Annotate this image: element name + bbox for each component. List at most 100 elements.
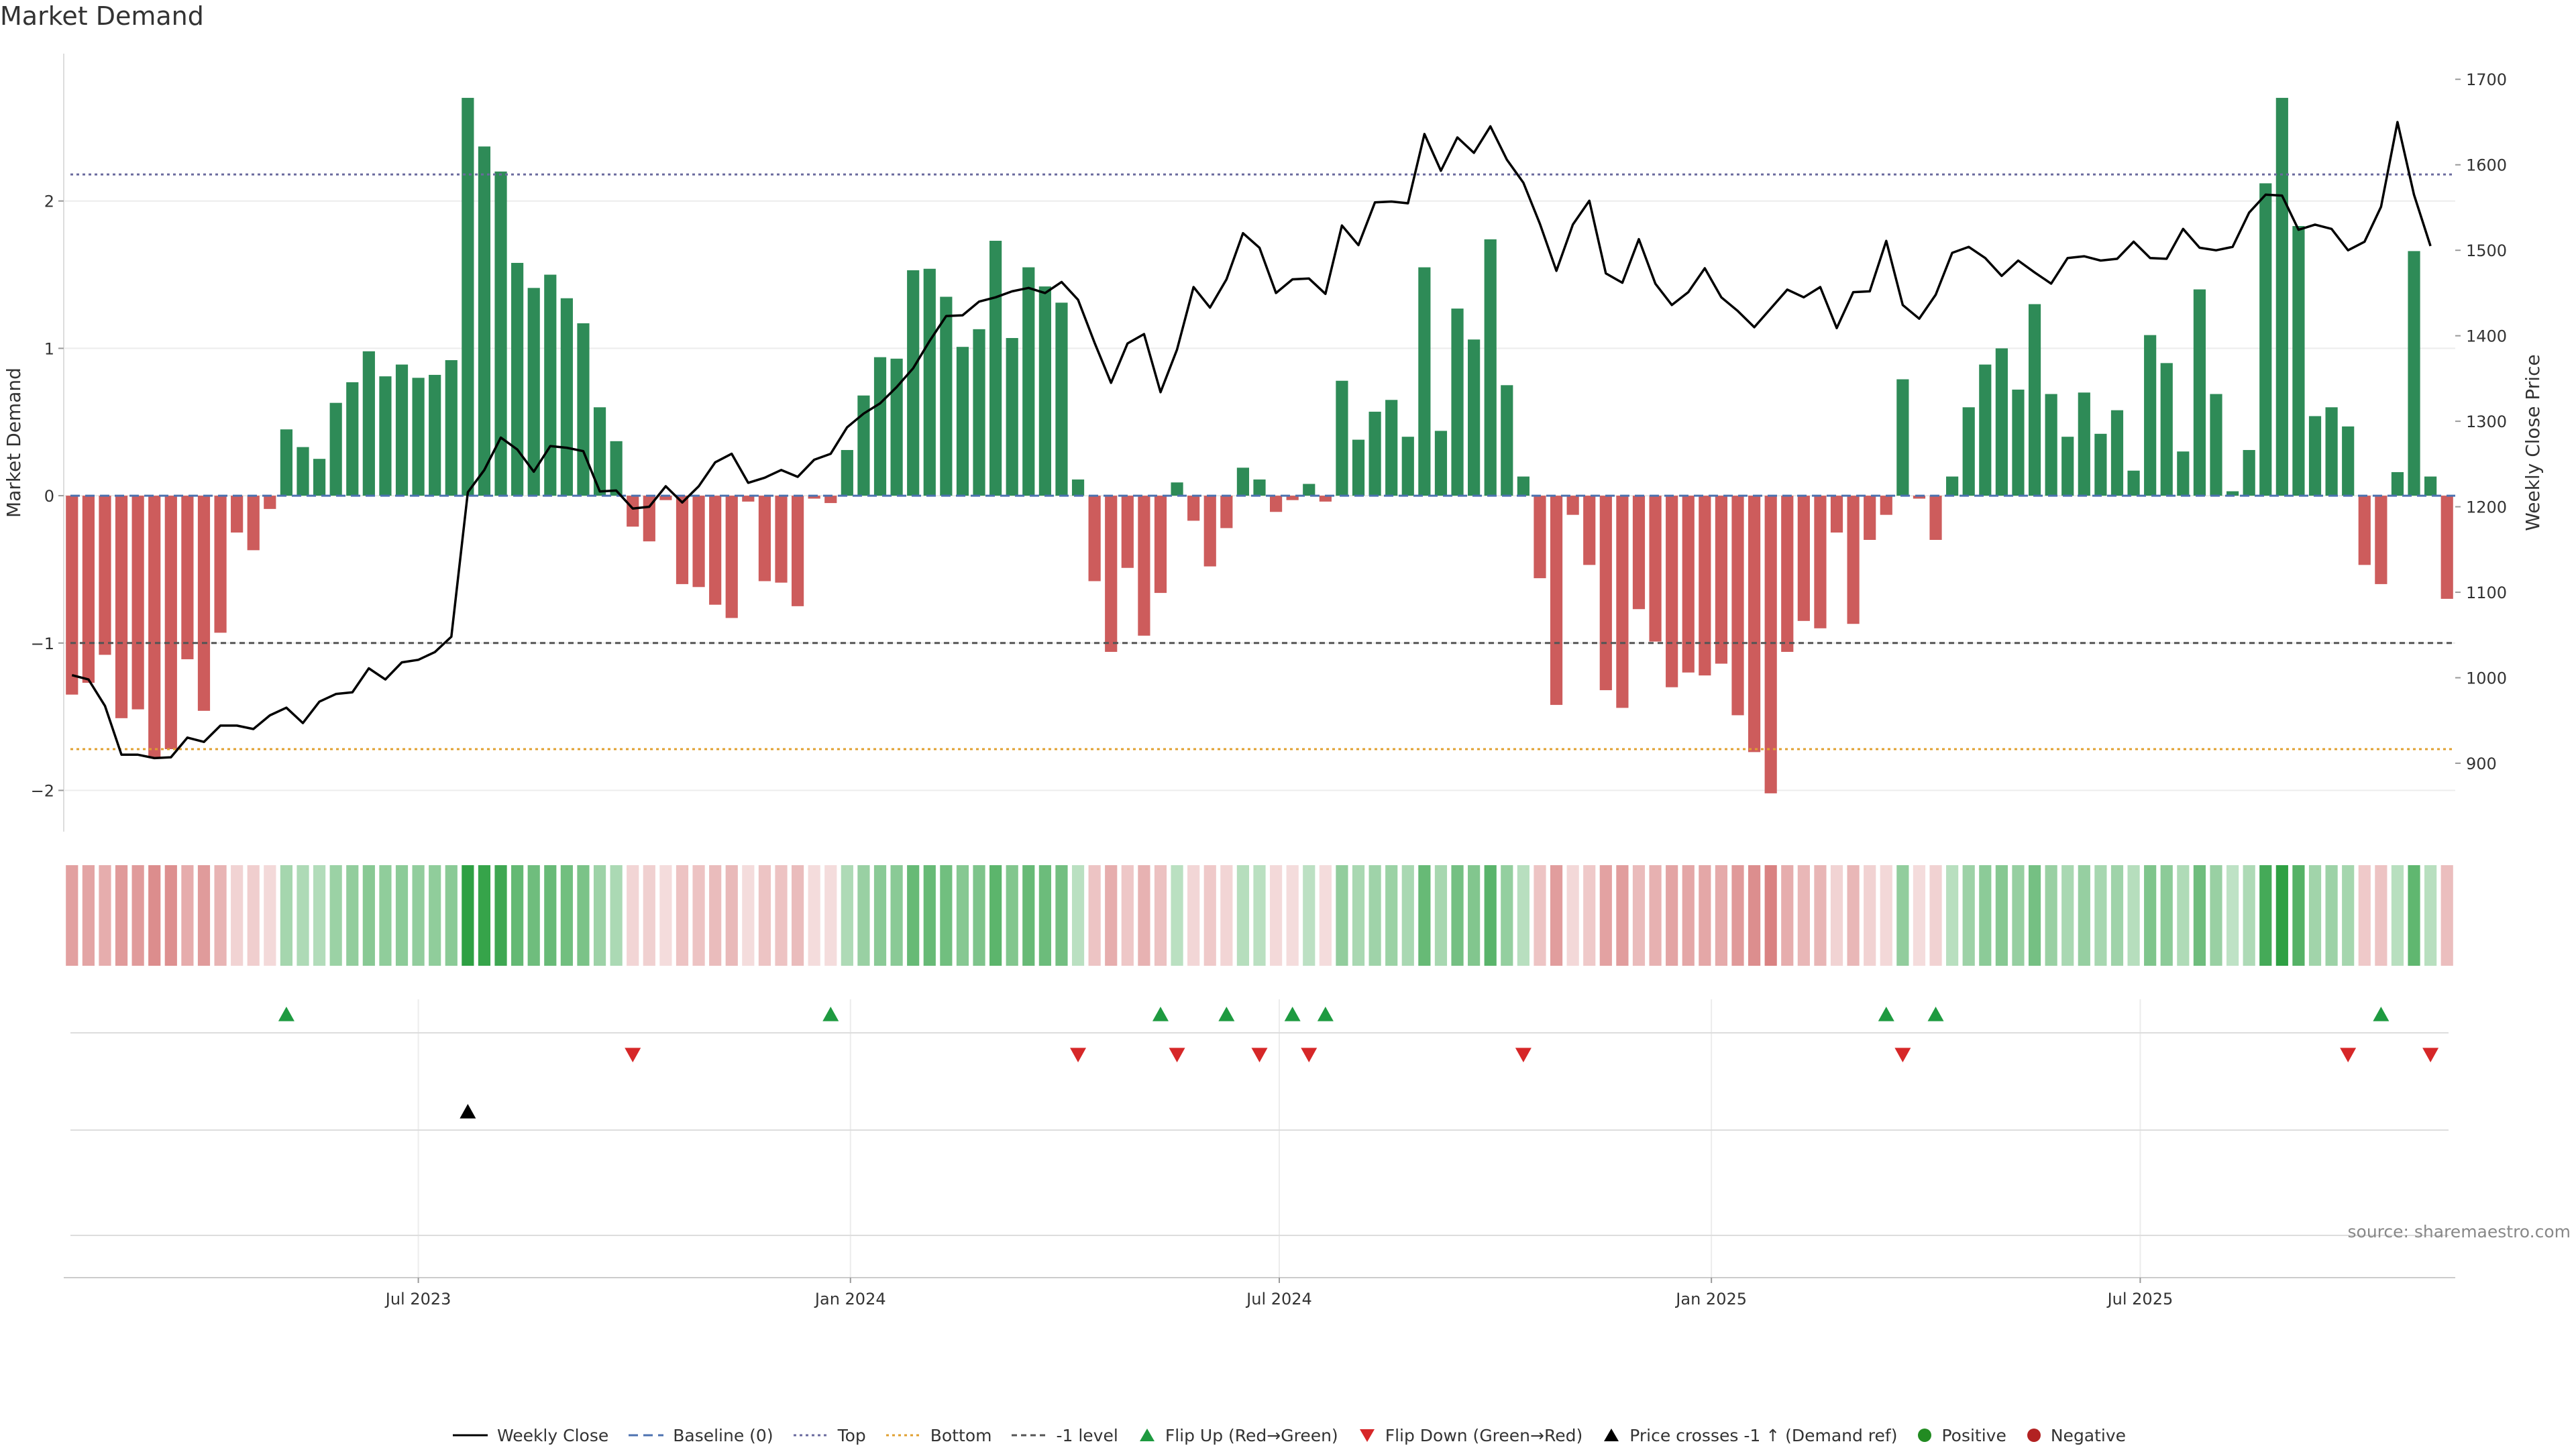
demand-bar [1138, 496, 1150, 636]
heat-strip-cell [1038, 865, 1051, 966]
heat-strip-cell [1385, 865, 1398, 966]
demand-bar [429, 374, 441, 496]
demand-bar [2275, 97, 2288, 496]
flip-up-marker [822, 1007, 839, 1021]
legend-label: Positive [1941, 1425, 2006, 1445]
heat-strip-cell [1748, 865, 1761, 966]
demand-bar [1385, 400, 1398, 496]
y-right-tick-label: 1500 [2466, 241, 2507, 260]
demand-bar [1781, 496, 1794, 652]
heat-strip-cell [1946, 865, 1959, 966]
legend-dotted-orange-line-icon [883, 1425, 924, 1445]
demand-bar [1534, 496, 1546, 579]
x-tick-label: Jul 2025 [2106, 1290, 2174, 1308]
heat-strip-cell [2408, 865, 2420, 966]
demand-bar [2440, 496, 2453, 599]
heat-strip-cell [841, 865, 853, 966]
legend-item-baseline: Baseline (0) [626, 1425, 773, 1445]
heat-strip-cell [2193, 865, 2206, 966]
heat-strip-cell [676, 865, 689, 966]
heat-strip-cell [2177, 865, 2190, 966]
heat-strip-cell [1847, 865, 1860, 966]
heat-strip-cell [264, 865, 276, 966]
demand-bar [1088, 496, 1101, 581]
heat-strip-cell [2028, 865, 2041, 966]
flip-up-marker [278, 1007, 294, 1021]
demand-bar [445, 359, 458, 496]
heat-strip-cell [1764, 865, 1777, 966]
demand-bar [1699, 496, 1711, 676]
heat-strip-cell [1781, 865, 1794, 966]
y-right-tick-label: 1400 [2466, 327, 2507, 346]
demand-bar [725, 496, 738, 618]
heat-strip-cell [346, 865, 359, 966]
flip-down-marker [2340, 1048, 2357, 1062]
flip-up-marker [1284, 1007, 1301, 1021]
heat-strip-cell [2325, 865, 2338, 966]
heat-strip-cell [1731, 865, 1744, 966]
heat-strip-cell [1715, 865, 1728, 966]
demand-bar [2259, 183, 2272, 496]
demand-bar [1599, 496, 1612, 691]
heat-strip-cell [1880, 865, 1892, 966]
demand-bar [362, 351, 375, 496]
y-right-tick-label: 1200 [2466, 498, 2507, 517]
demand-bar [247, 496, 260, 551]
demand-bar [1006, 338, 1018, 496]
demand-bar [1071, 479, 1085, 496]
flip-up-marker [1218, 1007, 1235, 1021]
demand-bar [2358, 496, 2371, 565]
demand-bar [2325, 407, 2338, 496]
demand-bar [1336, 380, 1348, 496]
demand-bar [692, 496, 705, 588]
heat-strip-cell [82, 865, 95, 966]
heat-strip-cell [1550, 865, 1563, 966]
heat-strip-cell [1830, 865, 1843, 966]
triangle-up-icon [1136, 1425, 1159, 1445]
heat-strip-cell [791, 865, 804, 966]
heat-strip-cell [1434, 865, 1448, 966]
demand-bar [313, 459, 326, 496]
heat-strip-cell [1006, 865, 1018, 966]
heat-strip-cell [429, 865, 441, 966]
demand-bar [1616, 496, 1629, 708]
source-label: source: sharemaestro.com [2347, 1222, 2571, 1241]
heat-strip-cell [2110, 865, 2124, 966]
demand-bar [1731, 496, 1744, 716]
heat-strip-cell [2424, 865, 2437, 966]
demand-bar [676, 496, 689, 584]
heat-strip-cell [231, 865, 244, 966]
demand-bar [593, 407, 606, 496]
x-tick-label: Jan 2024 [814, 1290, 886, 1308]
heat-strip-cell [1105, 865, 1118, 966]
demand-bar [1368, 411, 1381, 496]
demand-bar [1105, 496, 1118, 652]
heat-strip-cell [1154, 865, 1167, 966]
heat-strip-cell [1236, 865, 1250, 966]
demand-bar [1253, 479, 1266, 496]
legend-label: Flip Down (Green→Red) [1385, 1425, 1583, 1445]
heat-strip-cell [511, 865, 524, 966]
flip-down-marker [1894, 1048, 1911, 1062]
heat-strip-cell [1401, 865, 1414, 966]
flip-down-marker [2422, 1048, 2439, 1062]
demand-bar [1319, 496, 1332, 502]
legend: Weekly Close Baseline (0) Top Bottom -1 … [0, 1420, 2576, 1450]
demand-bar [907, 270, 920, 496]
demand-bar [148, 496, 161, 759]
heat-strip-cell [462, 865, 474, 966]
demand-bar [1929, 496, 1942, 540]
heat-strip-cell [1121, 865, 1134, 966]
demand-bar [2094, 433, 2107, 496]
heat-strip-cell [2160, 865, 2173, 966]
flip-down-marker [1169, 1048, 1185, 1062]
flip-up-marker [1878, 1007, 1894, 1021]
heat-strip-cell [1055, 865, 1068, 966]
legend-dashed-gray-line-icon [1009, 1425, 1049, 1445]
demand-bar [395, 364, 409, 496]
flip-down-marker [1515, 1048, 1532, 1062]
heat-strip-cell [1187, 865, 1200, 966]
demand-bar [709, 496, 722, 605]
demand-bar [1220, 496, 1233, 528]
chart-title: Market Demand [0, 1, 204, 31]
